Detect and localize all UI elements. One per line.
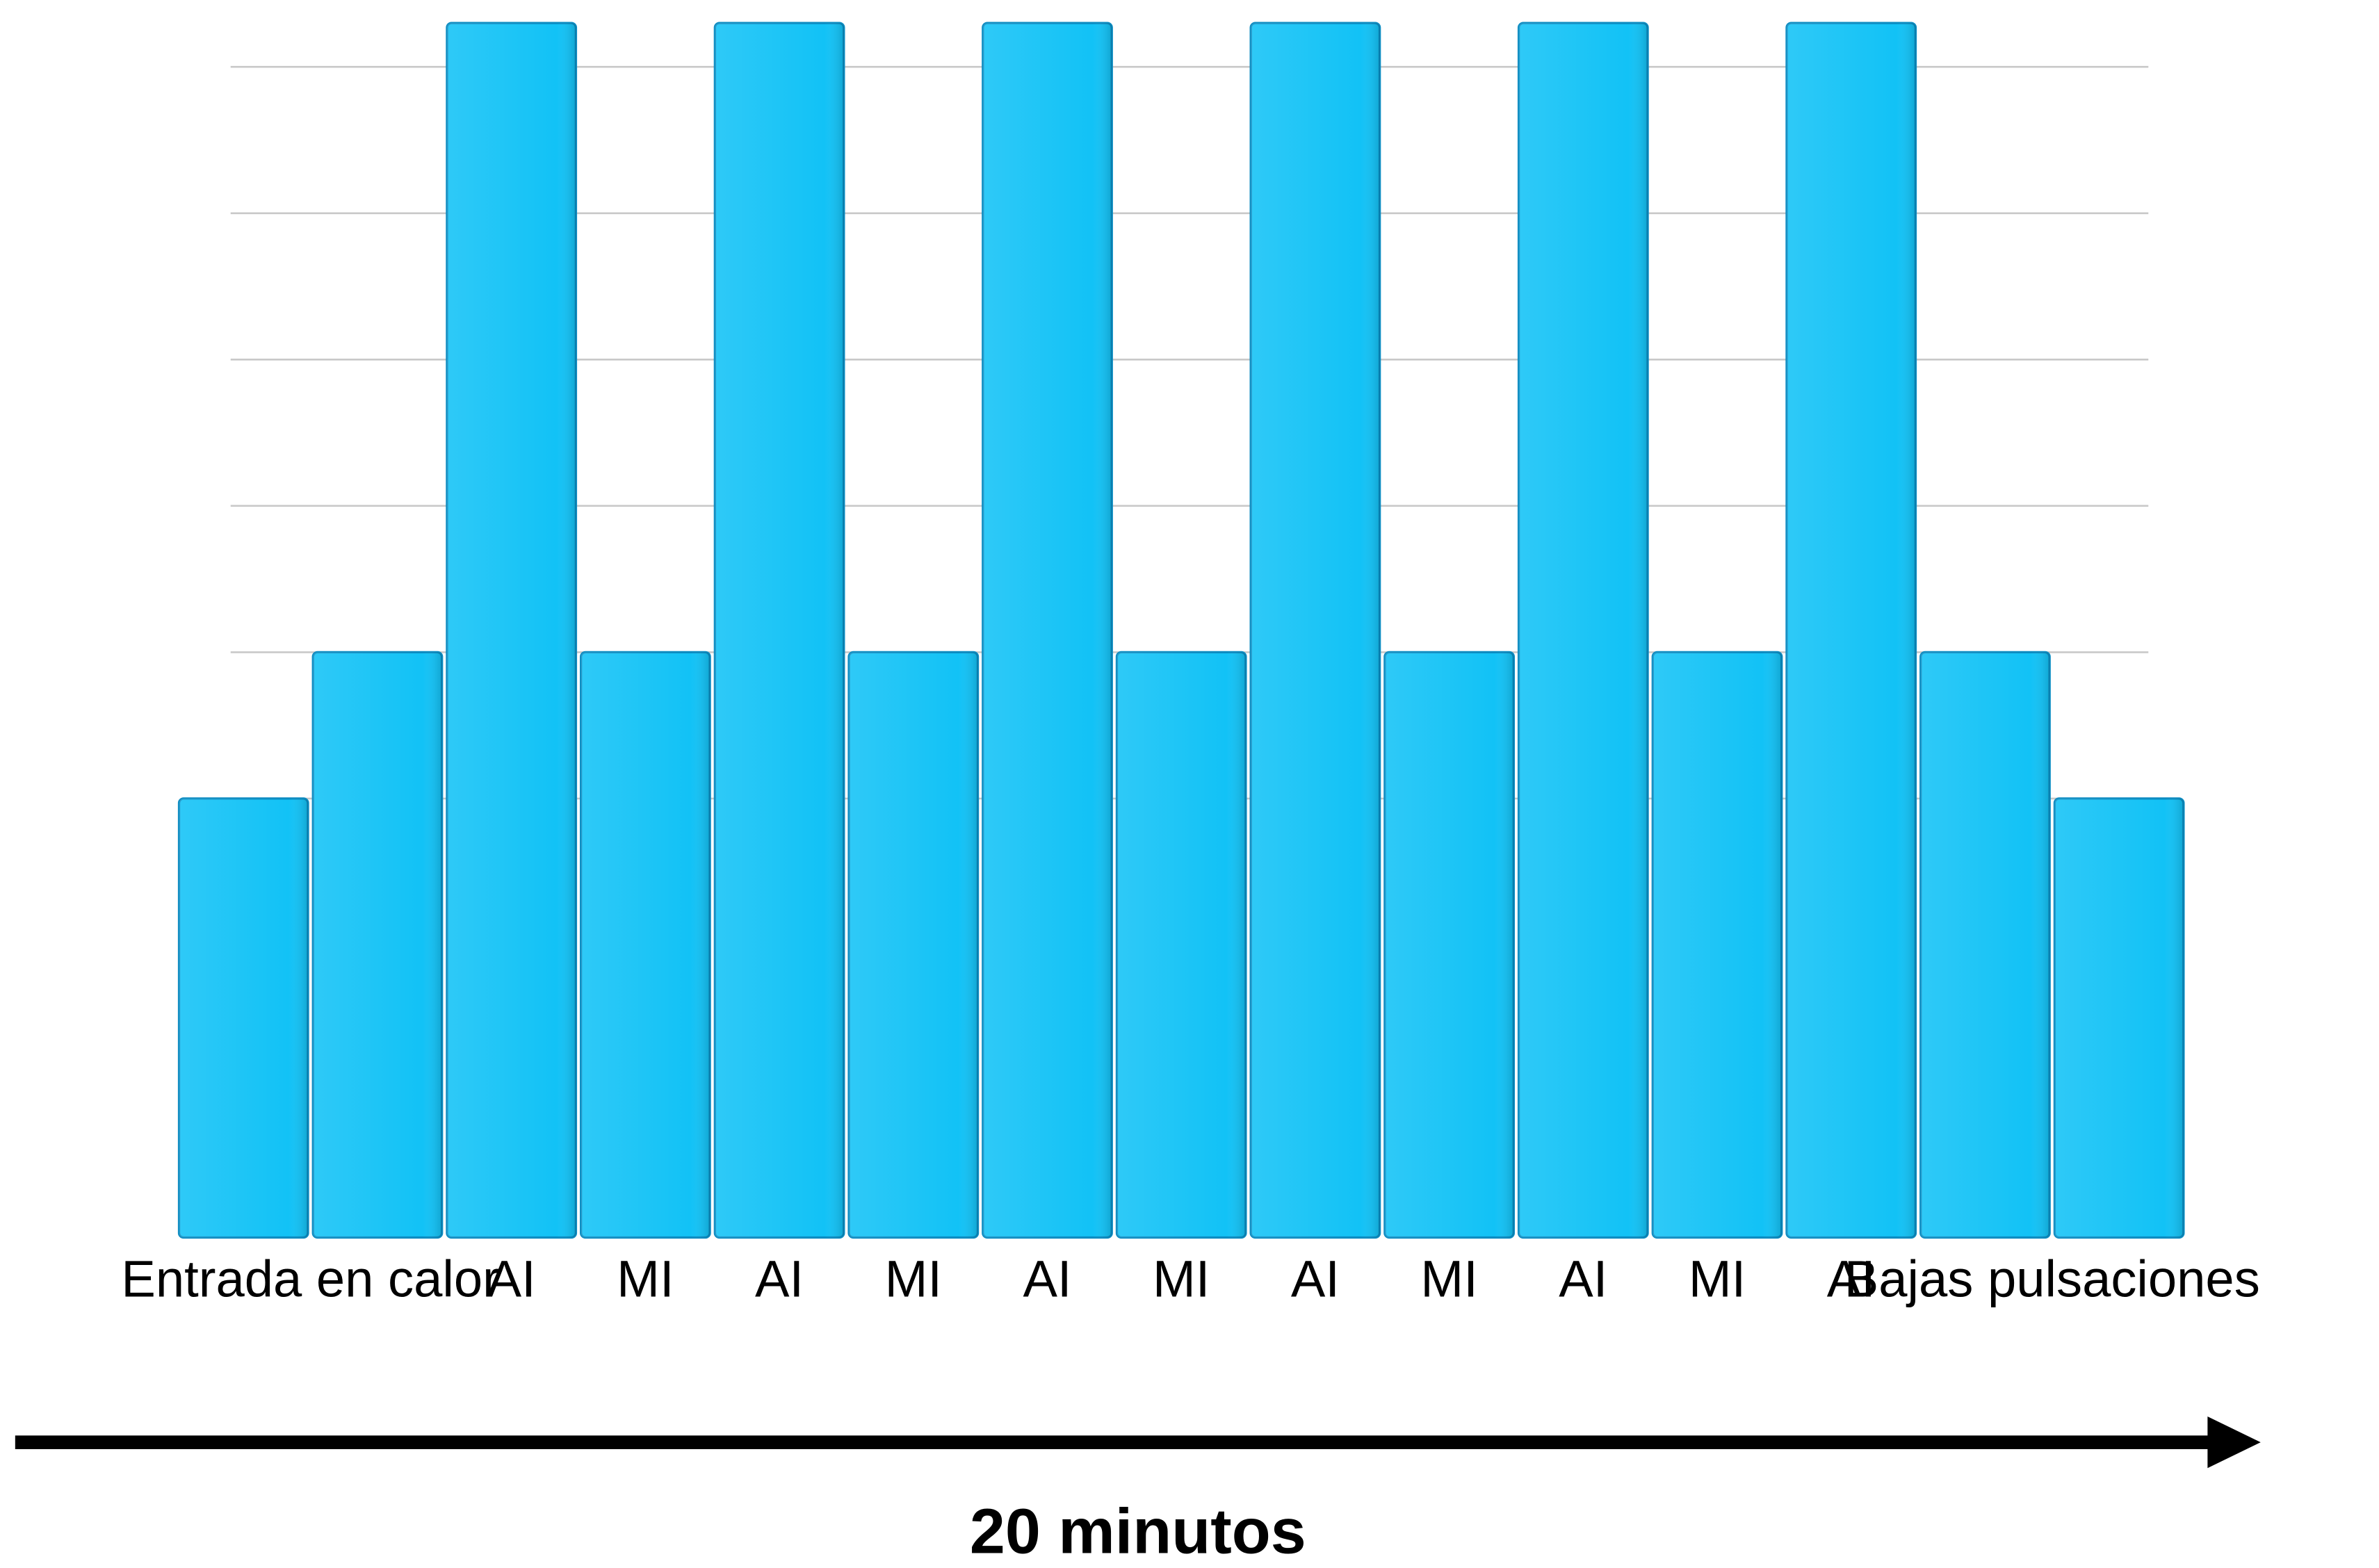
bar-shade xyxy=(2054,799,2184,1238)
x-tick-label: AI xyxy=(1291,1250,1340,1308)
bar-shade xyxy=(715,23,844,1237)
bar-shade xyxy=(1385,652,1514,1237)
bar-shade xyxy=(983,23,1112,1237)
x-tick-label: MI xyxy=(885,1250,942,1308)
x-tick-label: Entrada en calor xyxy=(121,1250,499,1308)
x-tick-label: MI xyxy=(617,1250,674,1308)
bar-shade xyxy=(1117,652,1246,1237)
x-tick-label: MI xyxy=(1689,1250,1746,1308)
bar-shade xyxy=(1787,23,1916,1237)
x-axis-label: 20 minutos xyxy=(970,1496,1306,1567)
bar-shade xyxy=(447,23,576,1237)
bar-shade xyxy=(1653,652,1782,1237)
bar-shade xyxy=(849,652,978,1237)
bar-shade xyxy=(1251,23,1380,1237)
bars xyxy=(179,23,2184,1237)
x-tick-label: MI xyxy=(1153,1250,1210,1308)
bar-shade xyxy=(581,652,711,1237)
x-tick-label: MI xyxy=(1420,1250,1477,1308)
chart: Entrada en calorAIMIAIMIAIMIAIMIAIMIAIBa… xyxy=(0,0,2379,1568)
x-tick-label: AI xyxy=(1023,1250,1071,1308)
x-tick-label: AI xyxy=(755,1250,804,1308)
bar-shade xyxy=(1921,652,2050,1237)
bar-shade xyxy=(179,799,309,1238)
x-tick-label: Bajas pulsaciones xyxy=(1844,1250,2260,1308)
bar-shade xyxy=(1519,23,1648,1237)
x-tick-label: AI xyxy=(1559,1250,1607,1308)
x-tick-label: AI xyxy=(487,1250,536,1308)
time-arrow-head xyxy=(2207,1416,2260,1468)
page: {"chart_data": { "type": "bar", "categor… xyxy=(0,0,2379,1568)
bar-shade xyxy=(313,652,442,1237)
